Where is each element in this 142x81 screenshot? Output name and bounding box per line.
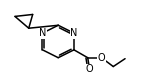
Text: O: O <box>98 53 105 63</box>
Text: N: N <box>70 28 78 38</box>
Text: O: O <box>86 64 93 75</box>
Text: N: N <box>39 28 46 38</box>
